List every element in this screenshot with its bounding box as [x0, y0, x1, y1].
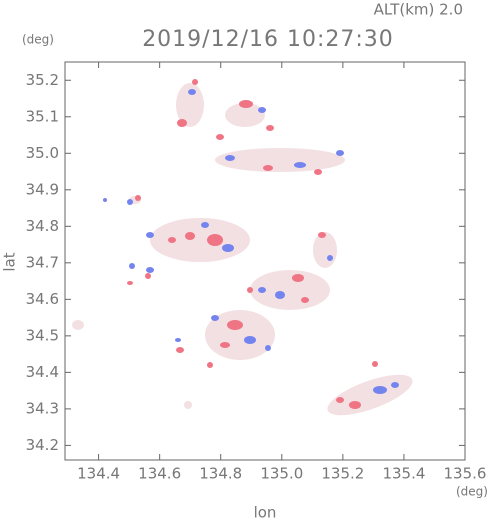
x-axis-label: lon: [254, 504, 277, 521]
chart-title: 2019/12/16 10:27:30: [142, 27, 394, 52]
x-tick-label: 134.6: [138, 465, 181, 483]
y-tick-label: 34.8: [26, 217, 59, 235]
x-tick-label: 134.8: [199, 465, 242, 483]
y-tick-label: 35.0: [26, 144, 59, 162]
y-axis-label: lat: [1, 252, 19, 271]
y-tick-label: 34.3: [26, 399, 59, 417]
x-unit: (deg): [456, 485, 488, 499]
x-tick-label: 135.0: [260, 465, 303, 483]
y-tick-label: 35.2: [26, 71, 59, 89]
x-tick-label: 135.4: [382, 465, 425, 483]
x-tick-label: 135.2: [321, 465, 364, 483]
y-tick-label: 34.5: [26, 326, 59, 344]
y-tick-label: 34.9: [26, 180, 59, 198]
y-unit: (deg): [22, 33, 54, 47]
x-tick-label: 134.4: [77, 465, 120, 483]
y-tick-label: 34.7: [26, 253, 59, 271]
y-tick-label: 34.2: [26, 436, 59, 454]
y-tick-label: 35.1: [26, 107, 59, 125]
y-tick-label: 34.6: [26, 290, 59, 308]
x-tick-label: 135.6: [444, 465, 487, 483]
y-tick-label: 34.4: [26, 363, 59, 381]
echo-field: [72, 79, 413, 416]
altitude-label: ALT(km) 2.0: [374, 1, 463, 19]
plot-frame: [64, 61, 466, 461]
